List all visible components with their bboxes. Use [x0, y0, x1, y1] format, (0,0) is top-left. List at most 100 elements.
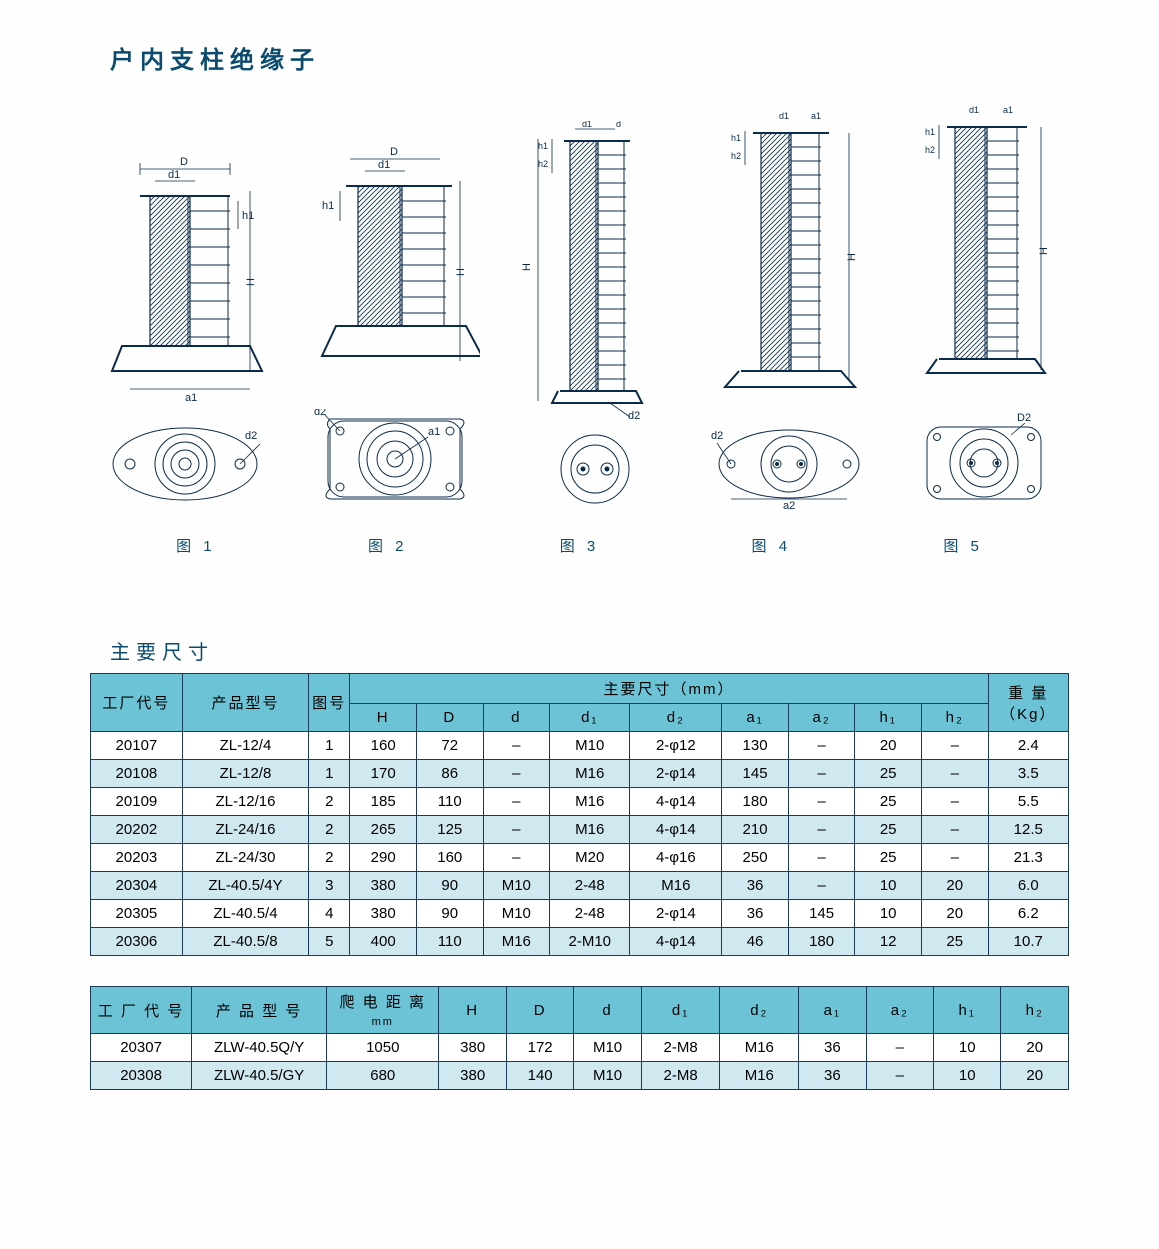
dim-D: D [180, 156, 188, 168]
table-row: 20306ZL-40.5/85400110M162-M104-φ14461801… [91, 928, 1069, 956]
table-cell: 20109 [91, 788, 183, 816]
table-cell: 380 [439, 1034, 506, 1062]
table-cell: ZLW-40.5Q/Y [192, 1034, 327, 1062]
diagram-4-top: d2 a2 [709, 419, 869, 509]
table-cell: 170 [350, 760, 417, 788]
diagram-2-top: d2 a1 [310, 409, 480, 509]
svg-text:d: d [616, 121, 621, 129]
svg-text:h2: h2 [731, 151, 741, 161]
table-cell: – [921, 844, 988, 872]
table-cell: M10 [550, 732, 630, 760]
t1-h-model: 产品型号 [182, 674, 308, 732]
table-cell: ZL-12/8 [182, 760, 308, 788]
table-cell: 1 [309, 760, 350, 788]
diagram-1: D d1 h1 H a1 [100, 151, 270, 509]
table-cell: 25 [855, 816, 922, 844]
t1-sub-d1: d₁ [550, 704, 630, 732]
table-row: 20202ZL-24/162265125–M164-φ14210–25–12.5 [91, 816, 1069, 844]
table-cell: ZL-40.5/4Y [182, 872, 308, 900]
svg-text:h2: h2 [925, 145, 935, 155]
table-cell: M16 [550, 788, 630, 816]
table-cell: 210 [722, 816, 789, 844]
table-row: 20109ZL-12/162185110–M164-φ14180–25–5.5 [91, 788, 1069, 816]
table-cell: ZL-24/30 [182, 844, 308, 872]
svg-text:h1: h1 [925, 127, 935, 137]
table-cell: – [788, 872, 855, 900]
table-cell: 20 [855, 732, 922, 760]
table-row: 20305ZL-40.5/4438090M102-482-φ1436145102… [91, 900, 1069, 928]
svg-text:H: H [1038, 247, 1050, 255]
table-cell: 172 [506, 1034, 573, 1062]
table-cell: 185 [350, 788, 417, 816]
table-cell: M16 [630, 872, 722, 900]
svg-text:H: H [455, 268, 467, 276]
table-cell: 2-48 [550, 872, 630, 900]
t1-sub-h1: h₁ [855, 704, 922, 732]
table-cell: 20305 [91, 900, 183, 928]
table-cell: 20108 [91, 760, 183, 788]
t1-sub-a1: a₁ [722, 704, 789, 732]
svg-text:d1: d1 [582, 121, 592, 129]
table-cell: 1 [309, 732, 350, 760]
table-cell: 400 [350, 928, 417, 956]
svg-text:H: H [521, 263, 533, 271]
svg-text:d2: d2 [628, 410, 640, 421]
table-cell: 2-M8 [641, 1062, 720, 1090]
diagram-5: d1 a1 h1 h2 H D2 [909, 105, 1059, 509]
table-cell: 12 [855, 928, 922, 956]
table-cell: 180 [722, 788, 789, 816]
svg-text:a2: a2 [783, 500, 795, 509]
table-cell: 145 [722, 760, 789, 788]
table-cell: 4-φ16 [630, 844, 722, 872]
table-cell: 20304 [91, 872, 183, 900]
table-cell: 265 [350, 816, 417, 844]
dim-a1: a1 [185, 392, 197, 404]
svg-text:a1: a1 [428, 426, 440, 438]
table-cell: M10 [483, 872, 550, 900]
table-cell: – [788, 816, 855, 844]
table-cell: 20308 [91, 1062, 192, 1090]
table-cell: – [921, 816, 988, 844]
diagram-2: D d1 h1 H [310, 141, 480, 509]
table-cell: M20 [550, 844, 630, 872]
table-cell: – [483, 788, 550, 816]
fig-label-5: 图 5 [867, 535, 1059, 556]
table-cell: 20306 [91, 928, 183, 956]
table-cell: 12.5 [988, 816, 1068, 844]
table-cell: 125 [416, 816, 483, 844]
t1-h-weight: 重 量 （Kg） [988, 674, 1068, 732]
t2-sub-h2: h₂ [1001, 987, 1069, 1034]
svg-text:d2: d2 [711, 430, 723, 442]
table-cell: 2 [309, 788, 350, 816]
t2-sub-d2: d₂ [720, 987, 799, 1034]
table-cell: 3.5 [988, 760, 1068, 788]
table-cell: 20 [1001, 1034, 1069, 1062]
table-cell: – [921, 760, 988, 788]
table-cell: 2 [309, 844, 350, 872]
table-row: 20308ZLW-40.5/GY680380140M102-M8M1636–10… [91, 1062, 1069, 1090]
table-cell: 5.5 [988, 788, 1068, 816]
dim-d1: d1 [168, 169, 180, 181]
dimensions-table-2: 工 厂 代 号 产 品 型 号 爬 电 距 离 mm H D d d₁ d₂ a… [90, 986, 1069, 1090]
table-cell: 140 [506, 1062, 573, 1090]
t2-sub-a2: a₂ [866, 987, 933, 1034]
t2-sub-d1: d₁ [641, 987, 720, 1034]
diagram-5-side: d1 a1 h1 h2 H [909, 105, 1059, 405]
diagram-1-side: D d1 h1 H a1 [100, 151, 270, 411]
table-cell: 20202 [91, 816, 183, 844]
table-cell: M10 [574, 1034, 641, 1062]
table-row: 20307ZLW-40.5Q/Y1050380172M102-M8M1636–1… [91, 1034, 1069, 1062]
table-cell: M10 [483, 900, 550, 928]
table-cell: ZL-12/16 [182, 788, 308, 816]
table-cell: M16 [483, 928, 550, 956]
table-cell: – [788, 788, 855, 816]
table-cell: – [866, 1062, 933, 1090]
table-cell: – [921, 732, 988, 760]
table-cell: 2-φ14 [630, 900, 722, 928]
table-cell: 36 [722, 872, 789, 900]
table-cell: 21.3 [988, 844, 1068, 872]
table-cell: 290 [350, 844, 417, 872]
table-cell: 46 [722, 928, 789, 956]
table-cell: 10 [855, 872, 922, 900]
table-cell: 10 [855, 900, 922, 928]
